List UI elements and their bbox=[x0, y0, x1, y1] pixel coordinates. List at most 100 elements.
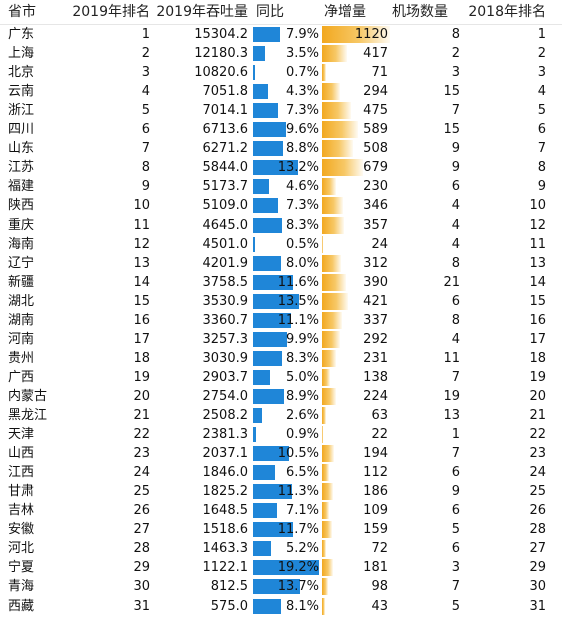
airports-cell: 6 bbox=[451, 293, 460, 309]
net-increase-bar bbox=[322, 26, 390, 43]
province-cell: 浙江 bbox=[8, 103, 35, 119]
rank-2018-cell: 29 bbox=[529, 560, 546, 576]
airports-cell: 8 bbox=[451, 255, 460, 271]
net-bar-cell bbox=[322, 501, 390, 520]
net-bar-cell bbox=[322, 463, 390, 482]
yoy-cell: 7.3% bbox=[285, 198, 319, 214]
net-increase-bar bbox=[322, 292, 348, 310]
yoy-bar-cell bbox=[253, 406, 319, 425]
yoy-bar-cell bbox=[253, 368, 319, 387]
yoy-bar-cell bbox=[253, 82, 319, 101]
yoy-cell: 2.6% bbox=[285, 408, 319, 423]
header-yoy: 同比 bbox=[256, 4, 284, 20]
rank-2019-cell: 7 bbox=[141, 141, 150, 157]
rank-2018-cell: 28 bbox=[529, 522, 546, 538]
yoy-cell: 5.2% bbox=[285, 541, 319, 557]
yoy-cell: 5.0% bbox=[285, 369, 319, 385]
yoy-bar-cell bbox=[253, 273, 319, 292]
yoy-bar-cell bbox=[253, 120, 319, 139]
yoy-cell: 0.7% bbox=[285, 65, 319, 81]
rank-2018-cell: 31 bbox=[529, 598, 546, 614]
rank-2019-cell: 16 bbox=[133, 312, 150, 328]
throughput-cell: 2508.2 bbox=[202, 408, 249, 423]
throughput-cell: 5173.7 bbox=[202, 179, 249, 195]
yoy-bar bbox=[253, 179, 269, 195]
rank-2019-cell: 1 bbox=[141, 27, 150, 42]
net-bar-cell bbox=[322, 82, 390, 101]
airports-cell: 9 bbox=[451, 160, 460, 176]
yoy-cell: 9.9% bbox=[285, 331, 319, 347]
yoy-bar bbox=[253, 141, 284, 157]
header-net-increase: 净增量 bbox=[324, 4, 366, 20]
throughput-cell: 1122.1 bbox=[202, 560, 249, 576]
table-row: 海南 12 4501.0 0.5% 24 4 11 bbox=[0, 235, 562, 254]
rank-2019-cell: 31 bbox=[133, 598, 150, 614]
table-row: 江西 24 1846.0 6.5% 112 6 24 bbox=[0, 463, 562, 482]
rank-2018-cell: 30 bbox=[529, 579, 546, 595]
airports-cell: 13 bbox=[443, 408, 460, 423]
net-increase-bar bbox=[322, 426, 324, 444]
table-row: 青海 30 812.5 13.7% 98 7 30 bbox=[0, 577, 562, 596]
table-row: 辽宁 13 4201.9 8.0% 312 8 13 bbox=[0, 254, 562, 273]
yoy-bar bbox=[253, 598, 281, 614]
net-increase-cell: 346 bbox=[363, 198, 388, 214]
net-bar-cell bbox=[322, 120, 390, 139]
rank-2019-cell: 3 bbox=[141, 65, 150, 81]
net-bar-cell bbox=[322, 558, 390, 577]
rank-2018-cell: 23 bbox=[529, 446, 546, 462]
net-bar-cell bbox=[322, 216, 390, 235]
rank-2019-cell: 21 bbox=[133, 408, 150, 423]
net-increase-cell: 224 bbox=[363, 388, 388, 404]
yoy-cell: 8.9% bbox=[285, 388, 319, 404]
throughput-cell: 2037.1 bbox=[202, 446, 249, 462]
rank-2018-cell: 26 bbox=[529, 503, 546, 519]
rank-2018-cell: 13 bbox=[529, 255, 546, 271]
net-bar-cell bbox=[322, 235, 390, 254]
yoy-bar bbox=[253, 484, 292, 500]
airports-cell: 7 bbox=[451, 369, 460, 385]
table-row: 云南 4 7051.8 4.3% 294 15 4 bbox=[0, 82, 562, 101]
rank-2019-cell: 2 bbox=[141, 46, 150, 62]
yoy-bar-cell bbox=[253, 387, 319, 406]
net-increase-cell: 71 bbox=[371, 65, 388, 81]
airports-cell: 5 bbox=[451, 522, 460, 538]
net-bar-cell bbox=[322, 311, 390, 330]
table-row: 浙江 5 7014.1 7.3% 475 7 5 bbox=[0, 101, 562, 120]
yoy-bar bbox=[253, 560, 319, 576]
throughput-cell: 3257.3 bbox=[202, 331, 249, 347]
throughput-cell: 4501.0 bbox=[202, 236, 249, 252]
net-increase-bar bbox=[322, 140, 353, 158]
net-increase-bar bbox=[322, 273, 346, 291]
yoy-bar-cell bbox=[253, 349, 319, 368]
net-increase-bar bbox=[322, 483, 334, 501]
airports-cell: 15 bbox=[443, 122, 460, 138]
throughput-cell: 3360.7 bbox=[202, 312, 249, 328]
rank-2019-cell: 27 bbox=[133, 522, 150, 538]
table-row: 北京 3 10820.6 0.7% 71 3 3 bbox=[0, 63, 562, 82]
yoy-bar-cell bbox=[253, 196, 319, 215]
yoy-cell: 11.3% bbox=[277, 484, 319, 500]
airports-cell: 6 bbox=[451, 541, 460, 557]
net-increase-cell: 390 bbox=[363, 274, 388, 290]
net-bar-cell bbox=[322, 63, 390, 82]
rank-2018-cell: 24 bbox=[529, 465, 546, 481]
net-increase-bar bbox=[322, 407, 326, 424]
yoy-bar bbox=[253, 122, 286, 138]
net-increase-cell: 43 bbox=[371, 598, 388, 614]
yoy-cell: 11.7% bbox=[277, 522, 319, 538]
throughput-cell: 1648.5 bbox=[202, 503, 249, 519]
net-bar-cell bbox=[322, 444, 390, 463]
yoy-bar-cell bbox=[253, 425, 319, 444]
throughput-cell: 2754.0 bbox=[202, 388, 249, 404]
table-row: 重庆 11 4645.0 8.3% 357 4 12 bbox=[0, 216, 562, 235]
net-increase-cell: 63 bbox=[371, 408, 388, 423]
net-increase-cell: 589 bbox=[363, 122, 388, 138]
net-increase-bar bbox=[322, 445, 334, 463]
province-cell: 山西 bbox=[8, 446, 35, 462]
net-increase-bar bbox=[322, 64, 327, 82]
airports-cell: 7 bbox=[451, 579, 460, 595]
yoy-bar-cell bbox=[253, 597, 319, 616]
header-throughput-2019: 2019年吞吐量 bbox=[156, 4, 248, 20]
yoy-bar bbox=[253, 446, 290, 462]
net-increase-cell: 230 bbox=[363, 179, 388, 195]
